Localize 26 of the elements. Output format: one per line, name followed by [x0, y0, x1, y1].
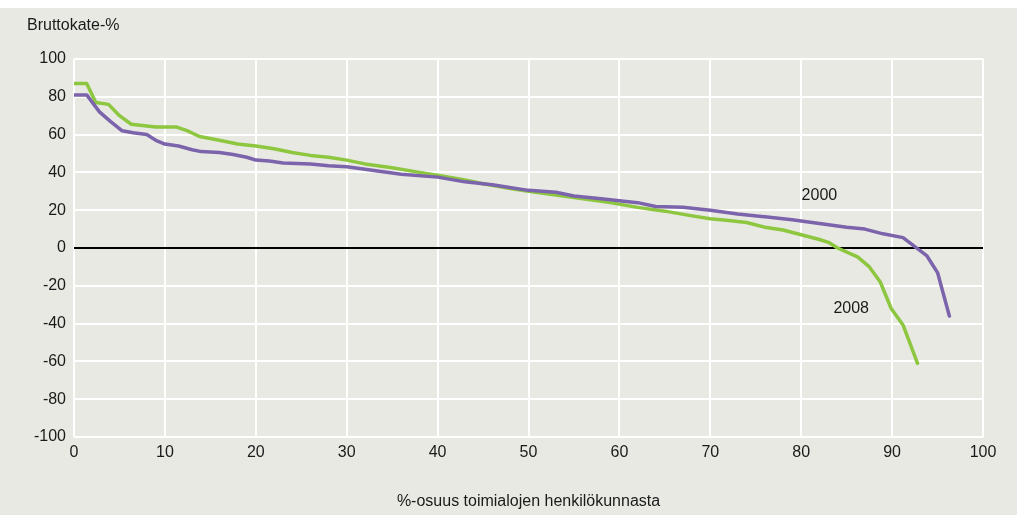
x-tick-label: 0	[69, 443, 79, 461]
y-tick-label: 60	[48, 125, 67, 143]
x-tick-label: 40	[428, 443, 447, 461]
y-axis-title: Bruttokate-%	[27, 16, 120, 34]
series-label: 2000	[801, 185, 838, 203]
x-tick-label: 30	[337, 443, 356, 461]
x-tick-label: 60	[610, 443, 629, 461]
y-tick-label: 40	[48, 162, 67, 180]
y-tick-label: 100	[39, 49, 67, 67]
y-tick-label: -60	[42, 351, 67, 369]
x-axis-title: %-osuus toimialojen henkilökunnasta	[396, 491, 661, 509]
x-tick-label: 80	[792, 443, 811, 461]
x-tick-label: 50	[519, 443, 538, 461]
series-label: 2008	[833, 298, 870, 316]
x-tick-label: 70	[701, 443, 720, 461]
x-tick-label: 20	[246, 443, 265, 461]
y-tick-label: -20	[42, 276, 67, 294]
x-tick-label: 100	[969, 443, 997, 461]
y-tick-label: 0	[57, 238, 67, 256]
y-tick-label: -40	[42, 314, 67, 332]
x-tick-label: 10	[156, 443, 174, 461]
x-tick-label: 90	[883, 443, 902, 461]
y-tick-label: 80	[48, 87, 67, 105]
y-tick-label: -100	[33, 427, 67, 445]
y-tick-label: -80	[42, 389, 67, 407]
y-tick-label: 20	[48, 200, 67, 218]
